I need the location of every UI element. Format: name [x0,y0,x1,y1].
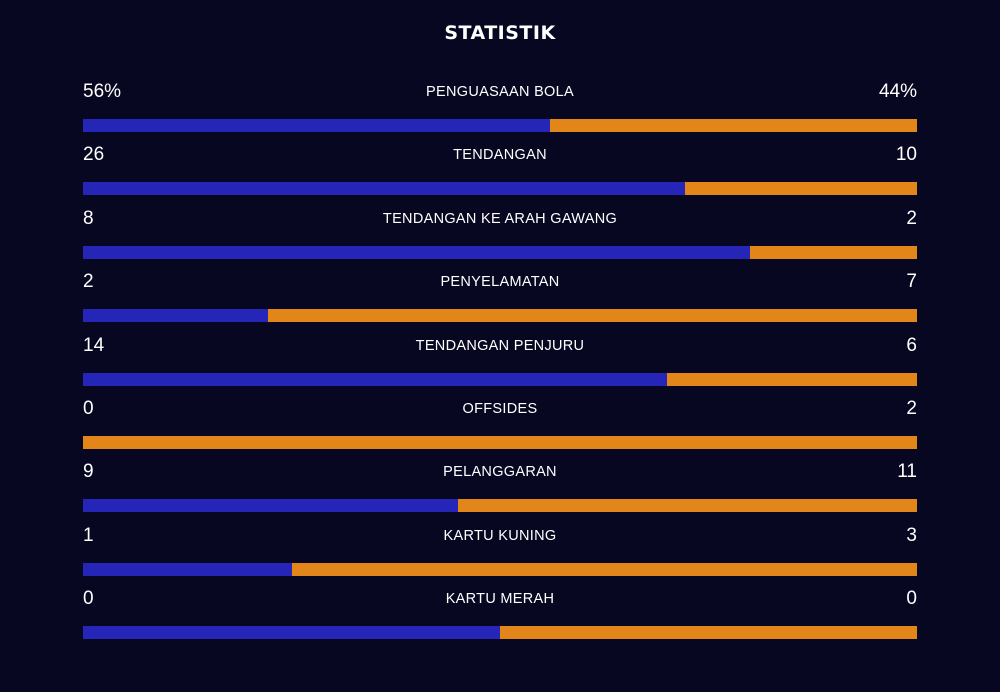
stat-bar [83,245,917,259]
stat-label: TENDANGAN PENJURU [415,337,585,354]
stat-label: PELANGGARAN [443,464,557,481]
stat-label: PENGUASAAN BOLA [426,84,574,100]
stat-row-fouls: 9 PELANGGARAN 11 [83,458,917,521]
stat-bar-away [685,182,917,196]
stat-home-value: 9 [83,461,94,483]
stat-row-yellow-cards: 1 KARTU KUNING 3 [83,522,917,585]
stat-bar-home [83,626,500,640]
stat-label: TENDANGAN KE ARAH GAWANG [382,210,618,227]
stat-home-value: 8 [83,207,94,229]
stat-home-value: 14 [83,334,105,356]
stats-list: 56% PENGUASAAN BOLA 44% 26 TENDANGAN 10 … [83,78,917,649]
stat-row-saves: 2 PENYELAMATAN 7 [83,268,917,331]
stat-label: OFFSIDES [462,400,538,417]
stat-bar [83,435,917,449]
stat-bar [83,626,917,640]
stat-bar-away [750,245,917,259]
stat-away-value: 3 [906,524,917,546]
stat-bar [83,372,917,386]
stat-label: KARTU KUNING [443,527,557,544]
stat-away-value: 6 [906,334,917,356]
stat-home-value: 0 [83,588,94,610]
stat-row-shots-on-target: 8 TENDANGAN KE ARAH GAWANG 2 [83,205,917,268]
stat-row-corners: 14 TENDANGAN PENJURU 6 [83,332,917,395]
stats-title: STATISTIK [444,22,556,44]
stat-bar-away [291,562,917,576]
stat-bar-away [458,499,917,513]
stat-bar-home [83,119,551,132]
stat-row-red-cards: 0 KARTU MERAH 0 [83,585,917,648]
stat-bar-home [83,562,292,576]
stat-bar-home [83,309,269,323]
stat-bar [83,562,917,576]
stat-bar-away [666,372,917,386]
stat-label: PENYELAMATAN [440,274,560,291]
stat-away-value: 10 [895,144,917,166]
stat-bar-away [500,626,917,640]
stat-home-value: 56% [83,81,122,102]
stat-row-offsides: 0 OFFSIDES 2 [83,395,917,458]
stat-bar-away [550,119,917,132]
stat-label: KARTU MERAH [445,591,555,608]
stat-label: TENDANGAN [453,147,547,164]
stat-bar [83,119,917,132]
stat-bar-home [83,372,667,386]
stat-away-value: 11 [897,461,917,483]
stat-home-value: 2 [83,271,94,293]
stat-away-value: 0 [906,588,917,610]
stat-away-value: 2 [906,207,917,229]
stat-bar [83,182,917,196]
stat-away-value: 7 [906,271,917,293]
stat-bar [83,309,917,323]
stat-bar-home [83,245,751,259]
stat-away-value: 44% [878,81,917,102]
stat-bar-home [83,499,459,513]
stat-bar-away [83,435,917,449]
stat-row-possession: 56% PENGUASAAN BOLA 44% [83,78,917,141]
stat-home-value: 1 [83,524,94,546]
stat-bar-away [268,309,917,323]
stat-home-value: 26 [83,144,105,166]
stat-away-value: 2 [906,397,917,419]
stat-bar-home [83,182,686,196]
stat-home-value: 0 [83,397,94,419]
stat-bar [83,499,917,513]
stat-row-shots: 26 TENDANGAN 10 [83,141,917,204]
